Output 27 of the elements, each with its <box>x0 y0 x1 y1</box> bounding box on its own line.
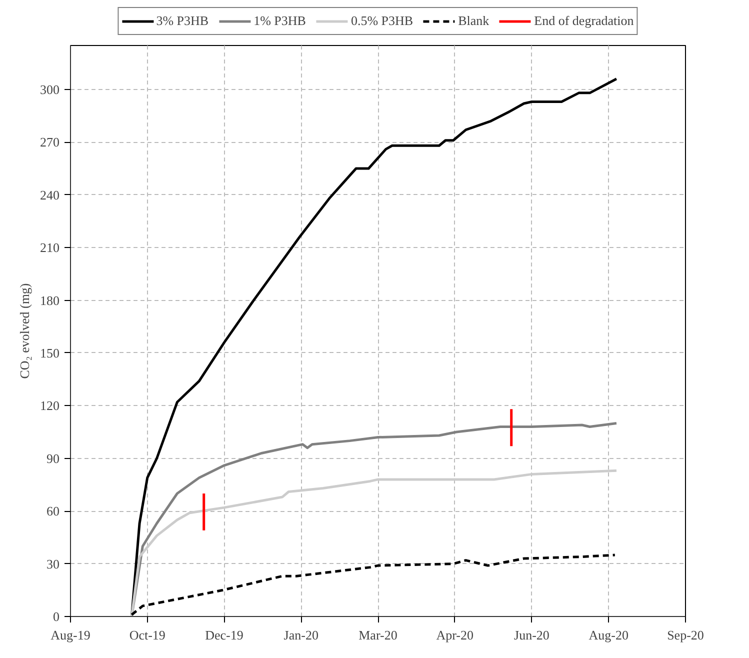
y-tick-label: 120 <box>40 398 60 414</box>
legend-label: End of degradation <box>534 13 634 29</box>
x-tick-label: Dec-19 <box>205 628 244 642</box>
y-tick-label: 270 <box>40 134 60 150</box>
legend-label: 0.5% P3HB <box>350 13 414 29</box>
x-tick-label: Jun-20 <box>514 628 550 642</box>
legend-label: 1% P3HB <box>254 13 306 29</box>
x-tick-label: Sep-20 <box>667 628 704 642</box>
x-tick-label: Apr-20 <box>436 628 474 642</box>
y-tick-label: 300 <box>40 82 60 97</box>
y-tick-label: 210 <box>40 240 60 256</box>
y-tick-label: 60 <box>46 504 60 519</box>
legend-label: Blank <box>458 13 490 29</box>
y-tick-label: 90 <box>46 450 60 466</box>
x-tick-label: Mar-20 <box>358 628 398 642</box>
x-tick-label: Oct-19 <box>129 628 166 642</box>
x-tick-label: Aug-20 <box>588 628 628 642</box>
y-axis-title: CO₂ evolved (mg) <box>17 283 32 379</box>
x-tick-label: Aug-19 <box>50 628 90 642</box>
legend-label: 3% P3HB <box>156 13 209 29</box>
line-series <box>130 469 618 616</box>
x-tick-label: Jan-20 <box>284 628 318 642</box>
y-tick-label: 180 <box>40 292 60 308</box>
y-tick-label: 0 <box>53 609 60 624</box>
y-tick-label: 240 <box>40 187 60 202</box>
y-tick-label: 30 <box>46 556 60 572</box>
y-tick-label: 150 <box>40 345 60 360</box>
